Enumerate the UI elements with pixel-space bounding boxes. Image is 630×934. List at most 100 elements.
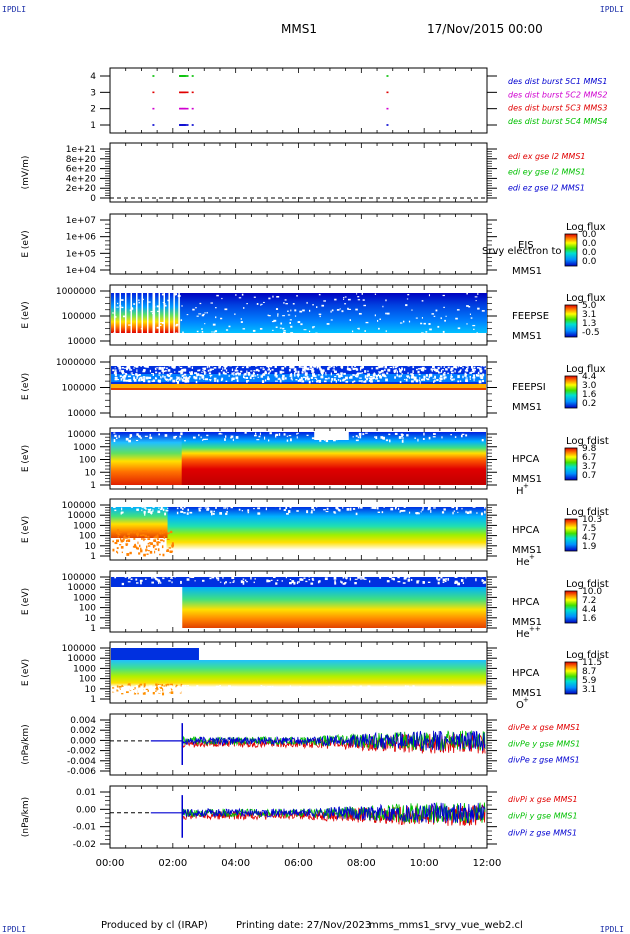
- feepsi-noise: [290, 365, 293, 369]
- feepse-noise: [470, 317, 473, 319]
- hpca-he-noise-top: [257, 507, 261, 510]
- hpca-he-noise-top: [198, 507, 200, 510]
- hpca-he-noise-top: [206, 509, 210, 511]
- hpca-he-noise-top: [326, 507, 329, 510]
- feepsi-noise: [182, 375, 185, 377]
- hpca-hepp-noise: [217, 579, 220, 581]
- hpca-h-noise: [149, 436, 153, 439]
- feepsi-noise: [465, 379, 468, 383]
- feepsi-noise: [351, 365, 353, 369]
- hpca-he-noise-top: [336, 506, 339, 510]
- hpca-he-noise-top: [476, 512, 478, 514]
- feepsi-noise: [233, 372, 235, 374]
- feepse-noise: [363, 304, 367, 307]
- feepsi-noise: [183, 376, 186, 379]
- feepsi-noise: [335, 379, 337, 383]
- hpca-he-noise-top: [143, 507, 147, 509]
- feepsi-noise: [125, 373, 127, 376]
- hpca-he-noise-top: [145, 508, 147, 510]
- hpca-o-colorbar-tick: 11.5: [582, 658, 602, 668]
- feepse-noise: [326, 323, 330, 325]
- hpca-he-noise-top: [443, 508, 446, 511]
- hpca-he-noise: [119, 538, 122, 540]
- hpca-o-species-charge: +: [523, 696, 529, 704]
- feepsi-noise: [482, 373, 485, 377]
- feepsi-noise: [319, 368, 323, 371]
- feepse-noise: [302, 309, 305, 312]
- hpca-o-noise-bottom: [287, 690, 289, 693]
- feepsi-noise: [232, 377, 235, 380]
- feepsi-noise: [224, 367, 227, 370]
- hpca-h-ytick-label: 10000: [67, 430, 96, 440]
- hpca-o-ytick-label: 1000: [73, 664, 96, 674]
- feepse-noise: [186, 314, 189, 316]
- feepsi-noise: [330, 380, 333, 383]
- feepse-noise: [156, 326, 160, 329]
- hpca-hepp-noise: [214, 576, 218, 578]
- feepsi-noise: [340, 372, 343, 375]
- feepsi-noise: [123, 379, 125, 382]
- feepsi-noise: [393, 369, 397, 373]
- feepse-noise: [316, 306, 318, 308]
- feepsi-noise: [119, 369, 121, 372]
- feepsi-noise: [335, 364, 338, 367]
- hpca-he-ylabel: E (eV): [21, 516, 31, 543]
- feepse-noise: [294, 315, 297, 317]
- feepse-noise: [469, 313, 471, 315]
- hpca-hepp-noise: [460, 579, 464, 582]
- feepsi-noise: [191, 366, 194, 369]
- feepse-noise: [341, 310, 344, 313]
- hpca-h-noise: [192, 436, 196, 439]
- feepsi-spacecraft-label: MMS1: [512, 402, 542, 413]
- hpca-he-noise-top: [159, 508, 163, 510]
- feepsi-noise: [178, 370, 182, 373]
- divpe-ytick-label: 0.000: [70, 736, 96, 746]
- feepse-noise: [374, 293, 377, 295]
- hpca-he-noise-top: [189, 511, 193, 514]
- feepsi-noise: [284, 365, 287, 368]
- feepsi-noise: [399, 376, 401, 378]
- feepsi-noise: [257, 376, 259, 378]
- feepse-noise: [473, 328, 475, 330]
- feepsi-noise: [233, 372, 235, 376]
- hpca-he-noise-top: [421, 509, 424, 511]
- feepsi-noise: [228, 364, 230, 366]
- feepsi-noise: [321, 364, 324, 366]
- hpca-h-noise: [389, 439, 391, 443]
- feepse-noise: [117, 302, 119, 305]
- hpca-o-noise: [126, 691, 129, 694]
- feepsi-noise: [211, 368, 215, 370]
- feepsi-noise: [260, 375, 264, 378]
- hpca-he-noise-top: [183, 506, 186, 509]
- corner-label-top-right: IPDLI: [599, 5, 624, 14]
- feepse-data-gap: [158, 293, 161, 333]
- feepsi-noise: [143, 377, 145, 380]
- feepsi-noise: [381, 365, 384, 368]
- divpi-panel: 0.010.00-0.01-0.02(nPa/km) divPi x gse MM…: [21, 785, 578, 850]
- hpca-he-noise: [147, 535, 150, 538]
- feepsi-noise: [337, 373, 340, 376]
- hpca-he-noise-top: [286, 512, 289, 515]
- hpca-hepp-noise: [296, 582, 299, 585]
- feepsi-noise: [396, 373, 398, 377]
- feepsi-noise: [314, 377, 317, 379]
- hpca-o-noise-bottom: [143, 687, 146, 692]
- feepsi-noise: [125, 367, 129, 371]
- hpca-he-noise: [145, 549, 148, 551]
- corner-label-bottom-right: IPDLI: [599, 925, 624, 934]
- feepse-instrument-label: FEEPSE: [512, 311, 549, 322]
- hpca-he-noise: [139, 544, 141, 548]
- hpca-o-noise-bottom: [285, 686, 288, 689]
- feepsi-noise: [226, 364, 228, 368]
- hpca-h-noise: [128, 439, 131, 443]
- time-axis-label: 12:00: [473, 858, 502, 869]
- feepse-noise: [275, 308, 279, 310]
- feepsi-noise: [469, 372, 472, 374]
- hpca-hepp-noise: [151, 576, 153, 579]
- edi-frame: [109, 142, 488, 203]
- hpca-h-noise: [254, 434, 257, 437]
- hpca-he-noise: [125, 543, 129, 545]
- feepsi-noise: [209, 379, 212, 382]
- hpca-he-noise: [157, 535, 159, 538]
